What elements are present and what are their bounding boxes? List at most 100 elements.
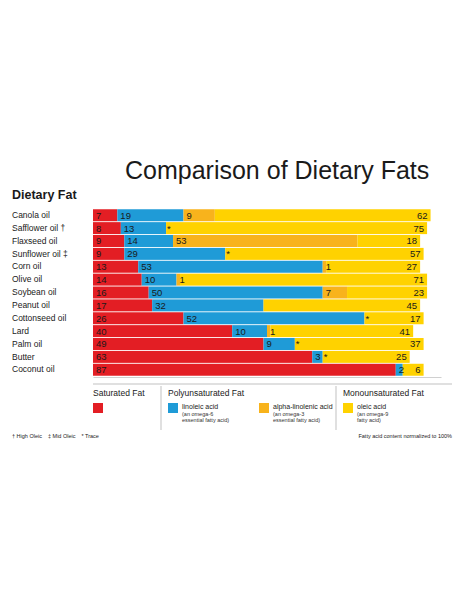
bar-segment <box>183 312 364 324</box>
data-label: 1 <box>180 274 185 285</box>
data-label: 6 <box>415 364 420 375</box>
data-label: 7 <box>96 210 101 221</box>
bar-segment <box>180 274 427 286</box>
legend-heading: Saturated Fat <box>93 388 145 398</box>
tick: Coconut oil <box>12 364 55 374</box>
data-label: 23 <box>414 287 425 298</box>
data-label: 14 <box>127 235 138 246</box>
bar-segment <box>93 248 124 260</box>
title: Comparison of Dietary Fats <box>125 156 429 184</box>
tick-label: Cottonseed oil <box>12 313 66 323</box>
tick: Sunflower oil ‡ <box>12 249 68 259</box>
data-label: 75 <box>414 223 425 234</box>
tick-label: Soybean oil <box>12 287 57 297</box>
bar-segment <box>93 338 264 350</box>
tick-label: Coconut oil <box>12 364 55 374</box>
data-label: 53 <box>141 261 152 272</box>
tick: Butter <box>12 352 35 362</box>
tick: Flaxseed oil <box>12 236 57 246</box>
data-label: 18 <box>407 235 418 246</box>
data-label: 52 <box>186 313 197 324</box>
bar-segment <box>117 209 183 221</box>
data-label: 13 <box>124 223 135 234</box>
bar-segment <box>183 209 214 221</box>
data-label: 25 <box>396 351 407 362</box>
bar-segment <box>93 287 149 299</box>
bar-segment <box>93 312 183 324</box>
tick-label: Palm oil <box>12 339 42 349</box>
bar-segment <box>403 364 424 376</box>
legend-heading: Polyunsaturated Fat <box>168 388 245 398</box>
data-label: * <box>167 223 171 234</box>
tick-label: Canola oil <box>12 210 50 220</box>
bar-segment <box>326 261 420 273</box>
legend-divider <box>161 386 162 430</box>
tick: Corn oil <box>12 261 41 271</box>
legend-heading: Monounsaturated Fat <box>343 388 424 398</box>
bar-segment <box>93 351 312 363</box>
legend-swatch <box>259 403 269 413</box>
data-label: 10 <box>145 274 156 285</box>
bar-segment <box>357 235 420 247</box>
bar-segment <box>364 312 423 324</box>
chart: Comparison of Dietary FatsDietary Fat719… <box>0 0 464 600</box>
data-label: 10 <box>235 326 246 337</box>
bar-segment <box>215 209 431 221</box>
legend-note: (an omega-9fatty acid) <box>357 411 388 423</box>
bar-segment <box>121 222 166 234</box>
bar-segment <box>93 274 142 286</box>
data-label: 41 <box>400 326 411 337</box>
bars <box>93 209 431 375</box>
tick-label: Lard <box>12 326 29 336</box>
data-label: 9 <box>267 338 272 349</box>
data-label: 62 <box>417 210 428 221</box>
legend: Saturated FatPolyunsaturated Fatlinoleic… <box>93 384 452 430</box>
bar-segment <box>312 351 322 363</box>
data-label: 1 <box>326 261 331 272</box>
data-label: 32 <box>155 300 166 311</box>
footnote: † High Oleic <box>12 433 42 439</box>
legend-entry: alpha-linolenic acid <box>273 403 333 411</box>
legend-swatch <box>343 403 353 413</box>
data-label: 87 <box>96 364 107 375</box>
axis-title: Dietary Fat <box>12 188 77 202</box>
bar-segment <box>142 274 177 286</box>
bar-segment <box>347 287 427 299</box>
data-label: 7 <box>326 287 331 298</box>
data-label: 17 <box>410 313 421 324</box>
y-axis: Canola oilSafflower oil †Flaxseed oilSun… <box>12 210 68 375</box>
tick-label: Butter <box>12 352 35 362</box>
tick: Palm oil <box>12 339 42 349</box>
data-label: 27 <box>407 261 418 272</box>
footnote: * Trace <box>81 433 98 439</box>
tick: Lard <box>12 326 29 336</box>
bar-segment <box>93 364 396 376</box>
bar-segment <box>264 299 421 311</box>
bar-segment <box>323 287 347 299</box>
data-label: 19 <box>120 210 131 221</box>
bar-segment <box>152 299 263 311</box>
bar-segment <box>225 248 423 260</box>
bar-segment <box>93 299 152 311</box>
tick: Canola oil <box>12 210 50 220</box>
legend-entry: oleic acid <box>357 403 386 410</box>
data-label: 71 <box>414 274 425 285</box>
tick: Peanut oil <box>12 300 50 310</box>
bar-segment <box>124 235 173 247</box>
data-label: * <box>296 338 300 349</box>
bar-segment <box>138 261 322 273</box>
bar-segment <box>93 222 121 234</box>
footnote: ‡ Mid Oleic <box>48 433 76 439</box>
data-label: 9 <box>96 235 101 246</box>
bar-segment <box>93 209 117 221</box>
x-axis <box>94 377 442 378</box>
tick-label: Corn oil <box>12 261 41 271</box>
data-label: 1 <box>270 326 275 337</box>
data-label: * <box>324 351 328 362</box>
data-label: 8 <box>96 223 101 234</box>
bar-segment <box>166 222 427 234</box>
data-label: 13 <box>96 261 107 272</box>
bar-segment <box>173 235 357 247</box>
data-label: 17 <box>96 300 107 311</box>
bar-segment <box>124 248 225 260</box>
